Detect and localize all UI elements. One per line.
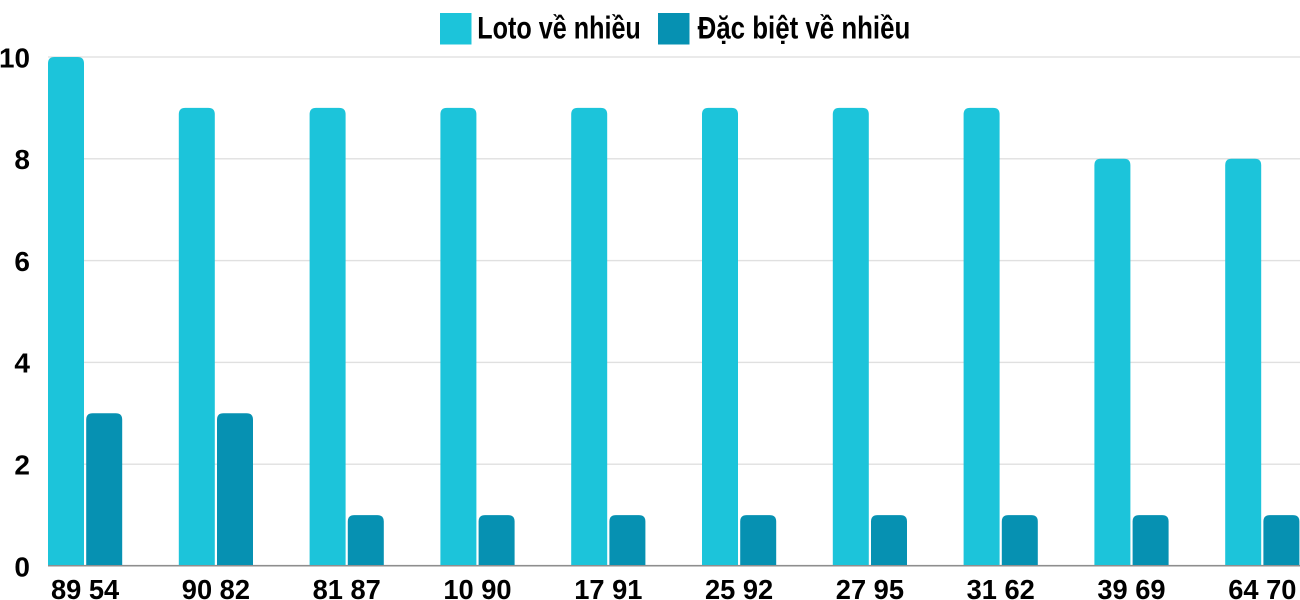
svg-text:39 69: 39 69 (1097, 574, 1165, 600)
svg-text:89 54: 89 54 (51, 574, 120, 600)
svg-text:31 62: 31 62 (967, 574, 1035, 600)
svg-text:17 91: 17 91 (574, 574, 642, 600)
svg-text:27 95: 27 95 (836, 574, 904, 600)
svg-text:0: 0 (14, 551, 30, 582)
svg-text:8: 8 (14, 144, 30, 175)
svg-text:10 90: 10 90 (443, 574, 511, 600)
svg-text:2: 2 (14, 450, 30, 481)
svg-text:10: 10 (0, 42, 30, 73)
svg-text:Loto về nhiều: Loto về nhiều (477, 9, 641, 45)
svg-text:6: 6 (14, 246, 30, 277)
svg-text:25 92: 25 92 (705, 574, 773, 600)
svg-text:Đặc biệt về nhiều: Đặc biệt về nhiều (698, 9, 911, 45)
svg-text:90 82: 90 82 (182, 574, 250, 600)
svg-text:4: 4 (14, 348, 30, 379)
svg-text:81 87: 81 87 (313, 574, 381, 600)
svg-text:64 70: 64 70 (1228, 574, 1296, 600)
